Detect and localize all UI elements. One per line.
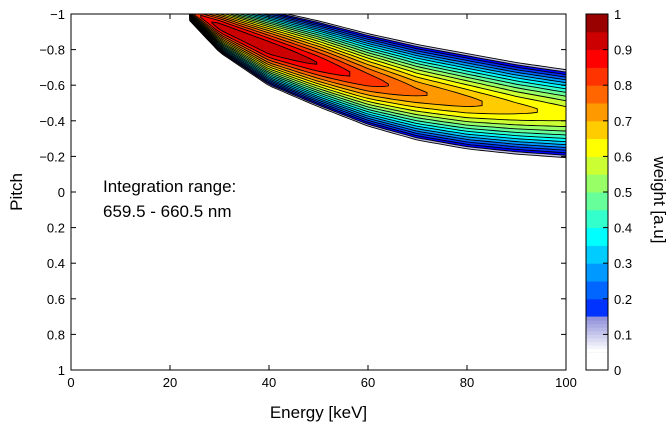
- contour-line: [189, 14, 538, 115]
- contour-line: [189, 14, 566, 156]
- plot-area: [70, 13, 567, 371]
- contour-line: [189, 14, 566, 146]
- colorbar-band: [586, 49, 608, 68]
- contour-line: [189, 14, 566, 122]
- colorbar-band: [586, 174, 608, 193]
- contour-line: [189, 14, 566, 127]
- colorbar-band: [586, 334, 608, 339]
- colorbar-band: [586, 85, 608, 104]
- y-tick-label: 0: [58, 185, 65, 200]
- colorbar-band: [586, 320, 608, 325]
- y-tick-label: 0.4: [47, 256, 65, 271]
- y-axis: −1 −0.8 −0.6 −0.4 −0.2 0 0.2 0.4 0.6 0.8 1: [39, 7, 566, 378]
- colorbar-tick-label: 0.3: [614, 256, 632, 271]
- colorbar-tick-label: 0.7: [614, 114, 632, 129]
- contour-line: [189, 14, 566, 132]
- colorbar-band: [586, 138, 608, 157]
- colorbar-band: [586, 14, 608, 33]
- contour-line: [189, 14, 483, 108]
- colorbar-band: [586, 345, 608, 350]
- x-tick-label: 80: [460, 375, 474, 390]
- x-tick-label: 60: [361, 375, 375, 390]
- x-axis: 0 20 40 60 80 100: [67, 14, 577, 390]
- colorbar-tick-label: 0.5: [614, 185, 632, 200]
- x-tick-label: 100: [555, 375, 577, 390]
- colorbar: 0 0.1 0.2 0.3 0.4 0.5 0.6 0.7 0.8 0.9 1 weight [a.…: [585, 7, 669, 378]
- colorbar-band: [586, 337, 608, 343]
- contour-line: [189, 14, 566, 151]
- contour-line: [211, 21, 318, 65]
- colorbar-band: [586, 209, 608, 229]
- colorbar-tick-label: 0.8: [614, 78, 632, 93]
- x-tick-label: 20: [163, 375, 177, 390]
- colorbar-band: [586, 67, 608, 86]
- y-tick-label: 1: [58, 363, 65, 378]
- contour-lines: [189, 14, 566, 159]
- contour-line: [189, 14, 566, 154]
- colorbar-band: [586, 263, 608, 282]
- y-tick-label: −0.6: [39, 78, 65, 93]
- colorbar-band: [586, 245, 608, 264]
- colorbar-band: [586, 352, 608, 371]
- y-tick-label: −0.8: [39, 43, 65, 58]
- annotation-line-1: Integration range:: [103, 177, 236, 196]
- colorbar-tick-label: 0.6: [614, 149, 632, 164]
- contour-line: [189, 14, 566, 159]
- colorbar-band: [586, 341, 608, 346]
- contour-line: [189, 14, 566, 143]
- colorbar-bands: [586, 14, 608, 371]
- colorbar-band: [586, 120, 608, 140]
- contour-line: [200, 14, 351, 77]
- colorbar-band: [586, 323, 608, 328]
- colorbar-band: [586, 227, 608, 246]
- y-tick-label: 0.8: [47, 327, 65, 342]
- colorbar-band: [586, 31, 608, 51]
- colorbar-band: [586, 327, 608, 332]
- colorbar-band: [586, 316, 608, 321]
- contour-line: [190, 14, 428, 97]
- x-tick-label: 40: [262, 375, 276, 390]
- colorbar-band: [586, 348, 608, 353]
- y-tick-label: −0.2: [39, 149, 65, 164]
- colorbar-tick-label: 0.1: [614, 327, 632, 342]
- colorbar-tick-label: 0.4: [614, 221, 632, 236]
- contour-line: [189, 14, 566, 139]
- colorbar-label: weight [a.u]: [650, 156, 669, 244]
- colorbar-band: [586, 281, 608, 300]
- colorbar-band: [586, 156, 608, 175]
- colorbar-tick-label: 0.2: [614, 292, 632, 307]
- y-axis-label: Pitch: [7, 173, 26, 211]
- colorbar-tick-label: 1: [614, 7, 621, 22]
- y-tick-label: −0.4: [39, 114, 65, 129]
- colorbar-tick-label: 0.9: [614, 43, 632, 58]
- colorbar-band: [586, 298, 608, 318]
- contour-line: [189, 14, 566, 148]
- colorbar-band: [586, 330, 608, 335]
- colorbar-band: [586, 103, 608, 122]
- y-tick-label: 0.6: [47, 292, 65, 307]
- contour-line: [189, 14, 566, 136]
- colorbar-ticks: 0 0.1 0.2 0.3 0.4 0.5 0.6 0.7 0.8 0.9 1: [603, 7, 632, 378]
- x-tick-label: 0: [67, 375, 74, 390]
- y-tick-label: −1: [50, 7, 65, 22]
- annotation-line-2: 659.5 - 660.5 nm: [103, 202, 232, 221]
- x-axis-label: Energy [keV]: [270, 403, 367, 422]
- colorbar-band: [586, 192, 608, 211]
- contour-band: [211, 21, 317, 65]
- colorbar-tick-label: 0: [614, 363, 621, 378]
- contour-line: [192, 14, 389, 88]
- y-tick-label: 0.2: [47, 221, 65, 236]
